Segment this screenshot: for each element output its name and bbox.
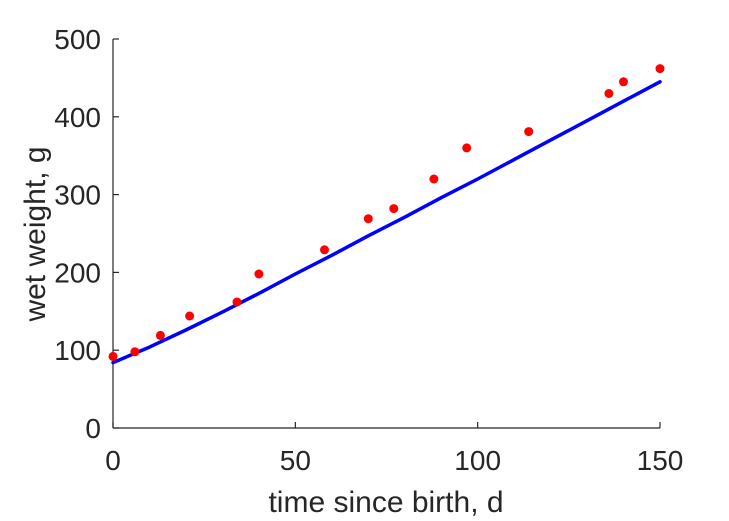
data-point xyxy=(429,174,439,184)
y-tick-label: 200 xyxy=(54,257,101,288)
data-points-group xyxy=(108,64,665,361)
y-tick-label: 400 xyxy=(54,102,101,133)
data-point xyxy=(185,311,195,321)
y-tick-label: 0 xyxy=(85,413,101,444)
data-point xyxy=(155,330,165,340)
x-axis-title: time since birth, d xyxy=(268,486,503,519)
data-point xyxy=(655,64,665,74)
data-point xyxy=(108,351,118,361)
data-point xyxy=(619,77,628,87)
x-tick-label: 50 xyxy=(280,445,311,476)
data-point xyxy=(363,214,373,224)
data-point xyxy=(232,297,242,307)
x-tick-label: 150 xyxy=(637,445,684,476)
data-point xyxy=(524,127,534,137)
y-tick-label: 300 xyxy=(54,180,101,211)
data-point xyxy=(462,143,472,153)
y-axis-title: wet weight, g xyxy=(19,146,52,322)
data-point xyxy=(389,204,399,214)
model-curve-line xyxy=(111,80,662,365)
model-curve-group xyxy=(111,80,662,365)
data-point xyxy=(254,269,264,279)
data-point xyxy=(320,245,329,255)
data-point xyxy=(130,347,140,357)
axes xyxy=(112,39,660,429)
x-tick-label: 100 xyxy=(454,445,501,476)
y-tick-label: 500 xyxy=(54,24,101,55)
x-tick-label: 0 xyxy=(105,445,121,476)
y-tick-label: 100 xyxy=(54,335,101,366)
data-point xyxy=(604,89,614,98)
ticks: 0 50 100 150 0 100 200 300 400 500 xyxy=(54,24,683,476)
